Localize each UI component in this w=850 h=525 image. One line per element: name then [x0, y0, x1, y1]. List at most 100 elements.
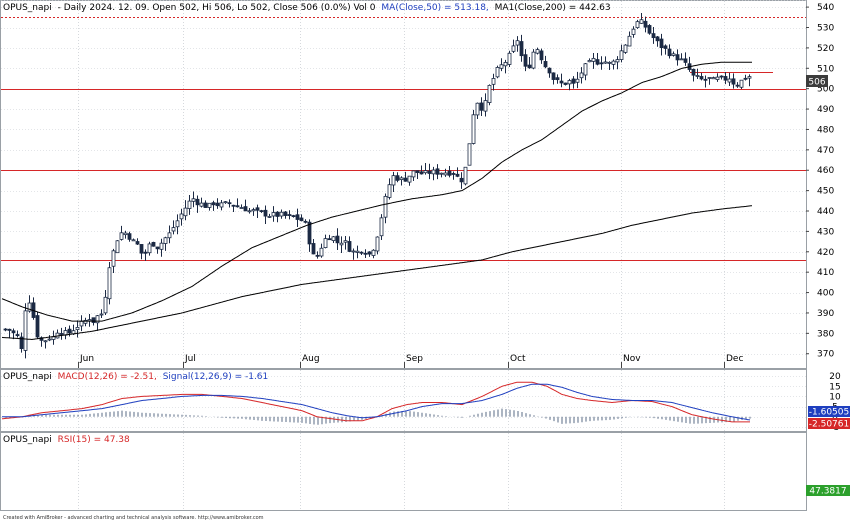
candle-body [615, 59, 620, 63]
candle-body [715, 76, 720, 80]
rsi-ticker: OPUS_napi [3, 435, 52, 445]
candle-body [395, 175, 400, 181]
candle-body [35, 315, 40, 338]
candle-body [487, 84, 492, 103]
candle-body [307, 221, 312, 245]
candle-body [387, 184, 392, 198]
candle-body [467, 143, 472, 166]
ma50-header: MA(Close,50) = 513.18, [381, 3, 488, 13]
candle-body [15, 334, 20, 337]
candle-body [299, 217, 304, 222]
candle-body [679, 58, 684, 61]
macd-header: OPUS_napi MACD(12,26) = -2.51, Signal(12… [3, 372, 268, 382]
candle-body [571, 78, 576, 84]
rsi-header: OPUS_napi RSI(15) = 47.38 [3, 435, 130, 445]
month-label: Sep [406, 354, 423, 364]
gridlines [1, 0, 806, 510]
candle-body [391, 175, 396, 186]
candle-body [499, 64, 504, 69]
macd-value-label: -1.60505 [809, 408, 849, 418]
candle-body [223, 201, 228, 204]
candle-body [559, 80, 564, 84]
candle-body [171, 227, 176, 232]
candle-body [591, 57, 596, 62]
candle-body [51, 336, 56, 340]
candle-body [695, 75, 700, 77]
candle-body [235, 205, 240, 208]
candle-body [179, 213, 184, 220]
candle-body [419, 171, 424, 175]
candle-body [471, 114, 476, 144]
candle-body [475, 102, 480, 116]
candle-body [707, 77, 712, 79]
candle-body [539, 50, 544, 61]
price-tick-label: 480 [817, 125, 834, 135]
candle-body [655, 36, 660, 42]
candle-body [91, 317, 96, 323]
candle-body [659, 38, 664, 49]
month-label: Jun [79, 354, 94, 364]
candle-body [207, 202, 212, 208]
candle-body [343, 240, 348, 243]
candle-body [187, 200, 192, 209]
last-price-badge: 506 [806, 75, 828, 88]
candle-body [75, 327, 80, 331]
candle-body [435, 168, 440, 175]
macd-tick-label: 0 [832, 413, 838, 423]
macd-header-text: MACD(12,26) = -2.51, [58, 372, 157, 382]
candle-body [515, 40, 520, 46]
candle-body [95, 315, 100, 324]
candle-body [399, 177, 404, 180]
candle-body [127, 233, 132, 240]
candle-body [451, 173, 456, 175]
macd-tick-label: 15 [829, 382, 840, 392]
candle-body [443, 172, 448, 176]
candle-body [247, 210, 252, 213]
price-tick-label: 490 [817, 105, 834, 115]
macd-tick-label: 10 [829, 392, 841, 402]
price-tick-label: 500 [817, 85, 834, 95]
candle-body [523, 54, 528, 67]
candle-body [215, 202, 220, 207]
candle-body [607, 61, 612, 64]
footer-credit: Created with AmiBroker - advanced charti… [3, 515, 264, 521]
price-tick-label: 420 [817, 248, 834, 258]
candle-body [663, 45, 668, 49]
candle-body [551, 72, 556, 80]
candle-body [599, 62, 604, 65]
candle-body [355, 250, 360, 253]
candle-body [135, 241, 140, 245]
candle-body [495, 67, 500, 78]
candle-body [47, 338, 52, 341]
candle-body [739, 79, 744, 88]
candle-body [139, 244, 144, 254]
candle-body [163, 237, 168, 244]
candle-body [199, 202, 204, 207]
candle-body [227, 202, 232, 205]
price-tick-label: 540 [817, 3, 834, 13]
candle-body [123, 232, 128, 236]
rsi-tick-label: 50 [829, 0, 841, 3]
candle-body [439, 172, 444, 175]
macd-value-badge: -1.60505 [808, 406, 850, 418]
candle-body [667, 48, 672, 57]
candle-body [195, 198, 200, 206]
candle-body [167, 232, 172, 239]
price-tick-label: 390 [817, 309, 834, 319]
candle-body [463, 166, 468, 185]
month-label: Aug [302, 354, 320, 364]
candle-body [151, 241, 156, 247]
candle-body [619, 50, 624, 60]
candle-body [339, 242, 344, 246]
candle-body [555, 77, 560, 81]
ma50-line [1, 61, 752, 322]
last-price-label: 506 [808, 78, 825, 88]
price-tick-label: 530 [817, 24, 834, 34]
candle-body [271, 212, 276, 217]
price-tick-label: 400 [817, 289, 834, 299]
candle-body [527, 64, 532, 69]
candle-body [79, 320, 84, 327]
candle-body [543, 61, 548, 68]
